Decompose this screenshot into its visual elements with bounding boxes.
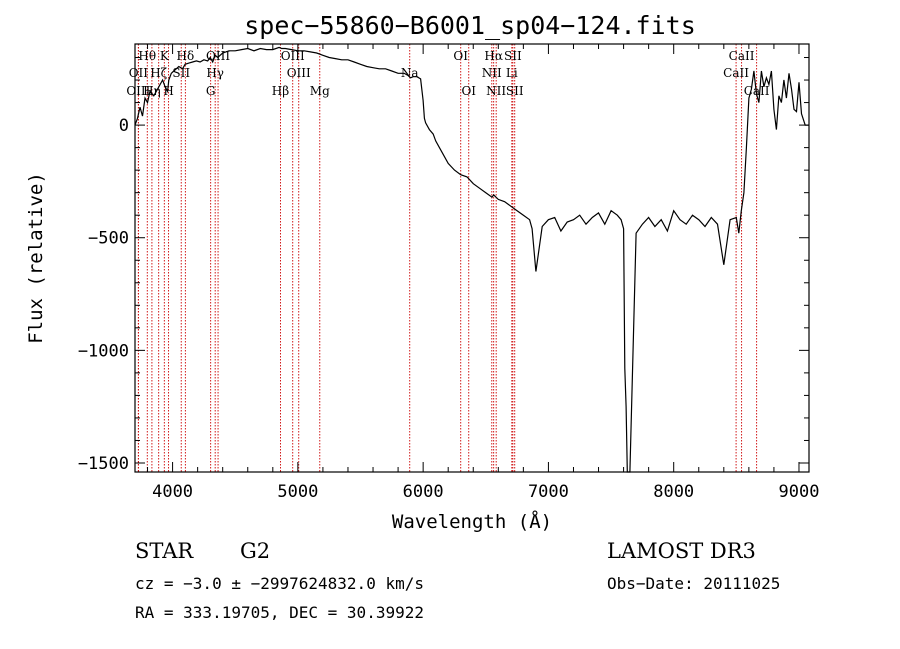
line-label-10: Hγ [206, 66, 224, 80]
x-tick-label-2: 6000 [403, 482, 444, 502]
line-label-21: NII [486, 84, 506, 98]
line-label-26: CaII [723, 66, 749, 80]
redshift-velocity: cz = −3.0 ± −2997624832.0 km/s [135, 574, 424, 593]
line-label-20: NII [482, 66, 502, 80]
line-label-5: K [160, 49, 170, 63]
y-axis-ticks: 0 −500 −1000 −1500 [78, 57, 809, 474]
y-tick-label-1: −500 [88, 229, 129, 249]
chart-title: spec−55860−B6001_sp04−124.fits [244, 11, 696, 40]
line-label-22: SII [504, 49, 522, 63]
x-tick-label-1: 5000 [277, 482, 318, 502]
line-label-23: Li [506, 66, 518, 80]
line-label-11: G [206, 84, 216, 98]
line-label-15: Mg [310, 84, 330, 98]
line-label-6: H [163, 84, 173, 98]
x-tick-label-4: 8000 [653, 482, 694, 502]
plot-frame [134, 43, 810, 473]
line-label-13: OIII [287, 66, 311, 80]
line-label-1: OII [129, 66, 149, 80]
y-tick-label-0: 0 [119, 116, 129, 136]
spectrum-series-line [134, 46, 809, 473]
line-label-8: Hδ [177, 49, 195, 63]
x-tick-label-5: 9000 [779, 482, 820, 502]
x-tick-label-0: 4000 [152, 482, 193, 502]
x-tick-label-3: 7000 [528, 482, 569, 502]
x-axis-ticks: 4000 5000 6000 7000 8000 9000 [147, 44, 820, 502]
coordinates: RA = 333.19705, DEC = 30.39922 [135, 603, 424, 622]
y-axis-label: Flux (relative) [25, 172, 47, 344]
line-label-24: SII [506, 84, 524, 98]
line-label-2: OIII [126, 84, 150, 98]
object-class: STAR [135, 539, 194, 563]
x-axis-label: Wavelength (Å) [392, 510, 552, 533]
line-label-0: Hθ [138, 49, 156, 63]
observation-date: Obs−Date: 20111025 [607, 574, 781, 593]
object-subclass: G2 [240, 539, 271, 563]
line-label-3: Hη [143, 84, 161, 98]
line-label-12: OIII [281, 49, 305, 63]
line-label-18: OI [461, 84, 476, 98]
line-label-19: Hα [484, 49, 503, 63]
survey-name: LAMOST DR3 [607, 539, 756, 563]
line-label-14: Hβ [272, 84, 289, 98]
spectral-line-markers [137, 44, 758, 472]
y-tick-label-3: −1500 [78, 454, 129, 474]
line-label-17: OI [453, 49, 468, 63]
line-label-25: CaII [729, 49, 755, 63]
line-label-7: SII [172, 66, 190, 80]
y-tick-label-2: −1000 [78, 341, 129, 361]
line-label-4: Hζ [150, 66, 167, 80]
